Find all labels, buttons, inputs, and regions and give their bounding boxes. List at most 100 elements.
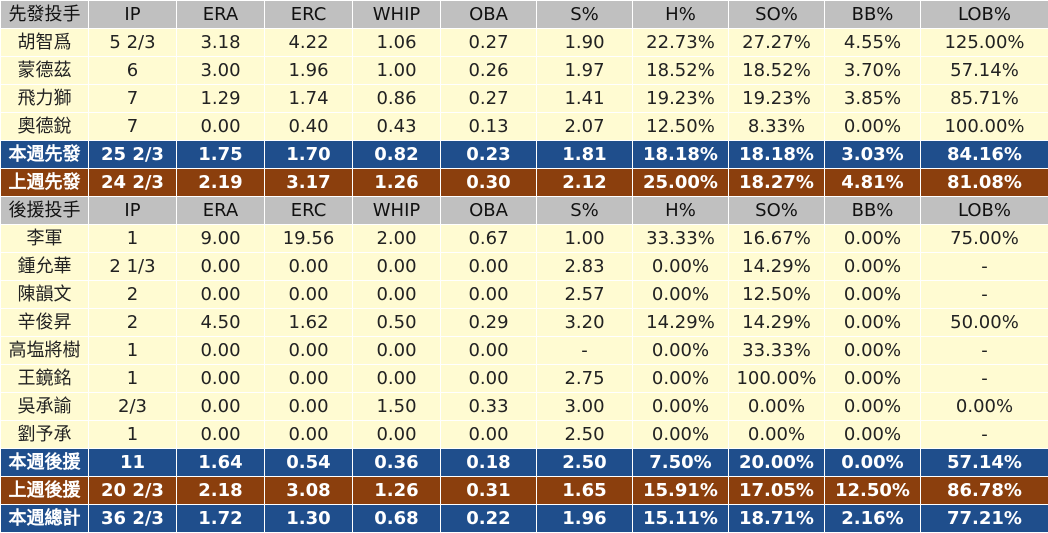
whip-cell: 0.00	[353, 253, 441, 281]
oba-cell: 0.22	[441, 505, 537, 533]
erc-cell: 4.22	[265, 29, 353, 57]
erc-cell: 0.00	[265, 253, 353, 281]
whip-cell: 1.06	[353, 29, 441, 57]
summary-label: 本週先發	[1, 141, 89, 169]
column-header-ip: IP	[89, 197, 177, 225]
lob-pct-cell: -	[921, 365, 1048, 393]
so-pct-cell: 18.27%	[729, 169, 825, 197]
ip-cell: 5 2/3	[89, 29, 177, 57]
whip-cell: 1.50	[353, 393, 441, 421]
lob-pct-cell: 57.14%	[921, 449, 1048, 477]
column-header-whip: WHIP	[353, 197, 441, 225]
h-pct-cell: 15.11%	[633, 505, 729, 533]
table-row: 鍾允華 2 1/3 0.00 0.00 0.00 0.00 2.83 0.00%…	[1, 253, 1048, 281]
h-pct-cell: 0.00%	[633, 393, 729, 421]
so-pct-cell: 19.23%	[729, 85, 825, 113]
s-pct-cell: 2.57	[537, 281, 633, 309]
column-header-whip: WHIP	[353, 1, 441, 29]
bb-pct-cell: 0.00%	[825, 113, 921, 141]
ip-cell: 7	[89, 85, 177, 113]
ip-cell: 1	[89, 337, 177, 365]
column-header-so-pct: SO%	[729, 197, 825, 225]
table-row: 李軍 1 9.00 19.56 2.00 0.67 1.00 33.33% 16…	[1, 225, 1048, 253]
bb-pct-cell: 0.00%	[825, 225, 921, 253]
whip-cell: 0.43	[353, 113, 441, 141]
table-row: 劉予承 1 0.00 0.00 0.00 0.00 2.50 0.00% 0.0…	[1, 421, 1048, 449]
ip-cell: 1	[89, 421, 177, 449]
bb-pct-cell: 0.00%	[825, 337, 921, 365]
s-pct-cell: -	[537, 337, 633, 365]
ip-cell: 2 1/3	[89, 253, 177, 281]
s-pct-cell: 1.65	[537, 477, 633, 505]
lob-pct-cell: 50.00%	[921, 309, 1048, 337]
h-pct-cell: 12.50%	[633, 113, 729, 141]
h-pct-cell: 7.50%	[633, 449, 729, 477]
whip-cell: 0.82	[353, 141, 441, 169]
lob-pct-cell: 84.16%	[921, 141, 1048, 169]
so-pct-cell: 27.27%	[729, 29, 825, 57]
table-row: 陳韻文 2 0.00 0.00 0.00 0.00 2.57 0.00% 12.…	[1, 281, 1048, 309]
era-cell: 1.72	[177, 505, 265, 533]
whip-cell: 1.26	[353, 169, 441, 197]
era-cell: 2.19	[177, 169, 265, 197]
pitcher-name: 飛力獅	[1, 85, 89, 113]
s-pct-cell: 2.50	[537, 449, 633, 477]
h-pct-cell: 14.29%	[633, 309, 729, 337]
column-header-oba: OBA	[441, 197, 537, 225]
ip-cell: 20 2/3	[89, 477, 177, 505]
ip-cell: 7	[89, 113, 177, 141]
s-pct-cell: 1.90	[537, 29, 633, 57]
oba-cell: 0.00	[441, 421, 537, 449]
oba-cell: 0.27	[441, 85, 537, 113]
lob-pct-cell: 77.21%	[921, 505, 1048, 533]
pitcher-name: 李軍	[1, 225, 89, 253]
s-pct-cell: 3.00	[537, 393, 633, 421]
table-row: 高塩將樹 1 0.00 0.00 0.00 0.00 - 0.00% 33.33…	[1, 337, 1048, 365]
so-pct-cell: 18.71%	[729, 505, 825, 533]
oba-cell: 0.23	[441, 141, 537, 169]
oba-cell: 0.00	[441, 253, 537, 281]
pitcher-name: 高塩將樹	[1, 337, 89, 365]
so-pct-cell: 14.29%	[729, 253, 825, 281]
s-pct-cell: 2.83	[537, 253, 633, 281]
oba-cell: 0.26	[441, 57, 537, 85]
starters-header-row: 先發投手 IP ERA ERC WHIP OBA S% H% SO% BB% L…	[1, 1, 1048, 29]
lob-pct-cell: -	[921, 281, 1048, 309]
erc-cell: 1.30	[265, 505, 353, 533]
so-pct-cell: 0.00%	[729, 393, 825, 421]
so-pct-cell: 18.18%	[729, 141, 825, 169]
s-pct-cell: 2.12	[537, 169, 633, 197]
ip-cell: 36 2/3	[89, 505, 177, 533]
bb-pct-cell: 0.00%	[825, 309, 921, 337]
pitcher-name: 陳韻文	[1, 281, 89, 309]
era-cell: 1.75	[177, 141, 265, 169]
era-cell: 9.00	[177, 225, 265, 253]
column-header-bb-pct: BB%	[825, 1, 921, 29]
bb-pct-cell: 0.00%	[825, 449, 921, 477]
so-pct-cell: 0.00%	[729, 421, 825, 449]
whip-cell: 0.00	[353, 281, 441, 309]
era-cell: 1.29	[177, 85, 265, 113]
pitcher-name: 胡智爲	[1, 29, 89, 57]
pitcher-name: 鍾允華	[1, 253, 89, 281]
whip-cell: 0.00	[353, 421, 441, 449]
bb-pct-cell: 3.03%	[825, 141, 921, 169]
column-header-s-pct: S%	[537, 1, 633, 29]
so-pct-cell: 12.50%	[729, 281, 825, 309]
s-pct-cell: 1.97	[537, 57, 633, 85]
relievers-this-week-row: 本週後援 11 1.64 0.54 0.36 0.18 2.50 7.50% 2…	[1, 449, 1048, 477]
erc-cell: 1.62	[265, 309, 353, 337]
h-pct-cell: 22.73%	[633, 29, 729, 57]
bb-pct-cell: 0.00%	[825, 253, 921, 281]
era-cell: 0.00	[177, 281, 265, 309]
lob-pct-cell: 86.78%	[921, 477, 1048, 505]
era-cell: 2.18	[177, 477, 265, 505]
h-pct-cell: 0.00%	[633, 281, 729, 309]
h-pct-cell: 0.00%	[633, 365, 729, 393]
ip-cell: 2	[89, 309, 177, 337]
oba-cell: 0.29	[441, 309, 537, 337]
h-pct-cell: 15.91%	[633, 477, 729, 505]
erc-cell: 3.08	[265, 477, 353, 505]
ip-cell: 2/3	[89, 393, 177, 421]
pitcher-name: 王鏡銘	[1, 365, 89, 393]
